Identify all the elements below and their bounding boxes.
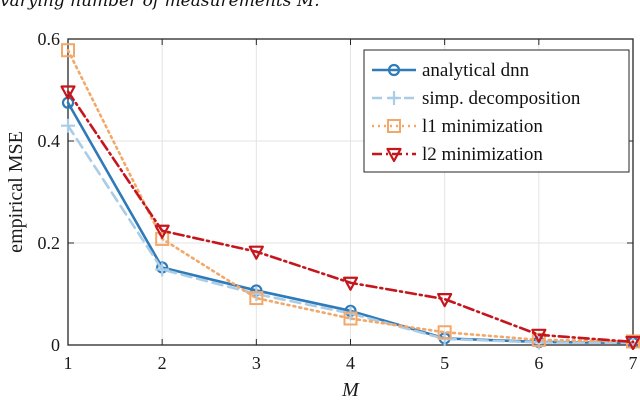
legend-label: l2 minimization (422, 144, 543, 165)
data-point (531, 328, 547, 343)
x-tick-label: 3 (252, 353, 261, 373)
data-point (155, 231, 170, 246)
y-tick-label: 0.2 (38, 233, 61, 253)
x-tick-label: 4 (346, 353, 355, 373)
x-tick-label: 1 (64, 353, 73, 373)
data-point (60, 85, 76, 100)
legend-marker (387, 91, 401, 105)
legend-marker (387, 119, 401, 133)
legend: analytical dnn simp. decomposition l1 mini… (363, 49, 630, 173)
y-axis-label: empirical MSE (5, 131, 27, 253)
x-tick-label: 2 (158, 353, 167, 373)
figure-caption: varying number of measurements M. (0, 0, 320, 11)
legend-marker (386, 147, 402, 163)
legend-label: simp. decomposition (422, 88, 581, 109)
y-axis-ticks: 0 0.2 0.4 0.6 (38, 29, 633, 355)
x-axis-label: M (341, 379, 360, 401)
data-point (61, 43, 75, 58)
series-line (66, 90, 635, 344)
data-point (437, 325, 452, 340)
y-tick-label: 0.6 (38, 29, 61, 49)
legend-label: l1 minimization (422, 116, 543, 137)
series-group (60, 43, 640, 351)
data-point (249, 291, 264, 306)
data-point (155, 262, 170, 277)
data-point (437, 293, 453, 308)
x-tick-label: 5 (440, 353, 449, 373)
data-point (625, 335, 640, 351)
data-point (249, 287, 264, 301)
legend-marker (387, 63, 401, 77)
y-tick-label: 0 (51, 335, 60, 355)
legend-label: analytical dnn (422, 60, 530, 81)
data-point (61, 118, 75, 133)
x-tick-label: 7 (629, 353, 638, 373)
data-point (343, 311, 358, 326)
data-point (248, 245, 264, 260)
series-l2-minimization (60, 85, 640, 351)
data-point (342, 276, 359, 291)
y-tick-label: 0.4 (38, 131, 61, 151)
x-tick-label: 6 (534, 353, 543, 373)
data-point (154, 224, 170, 239)
